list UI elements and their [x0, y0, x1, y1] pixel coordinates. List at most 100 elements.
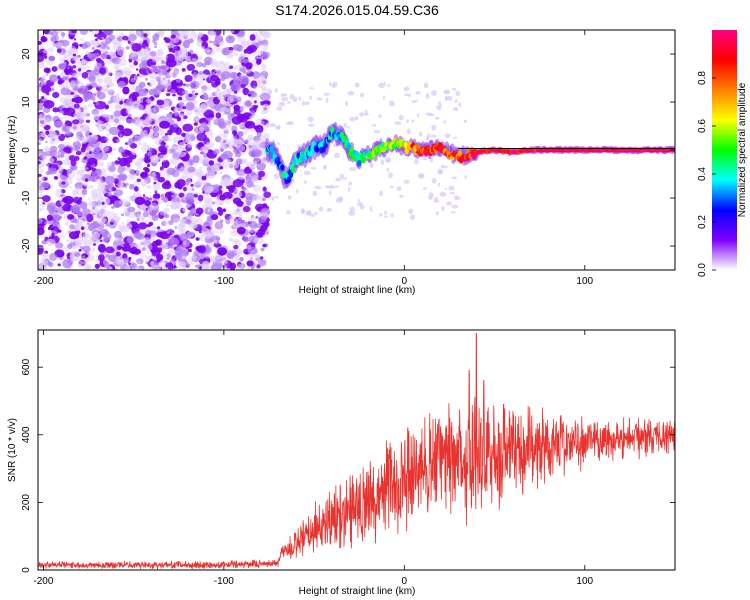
noise-speckle: [223, 30, 229, 34]
noise-speckle: [207, 149, 213, 153]
noise-speckle: [101, 203, 107, 209]
noise-speckle: [137, 95, 144, 103]
noise-speckle: [49, 145, 58, 153]
noise-speckle: [192, 72, 198, 79]
noise-speckle: [77, 54, 81, 58]
noise-speckle: [152, 207, 159, 214]
noise-speckle: [145, 208, 148, 211]
noise-speckle: [451, 176, 457, 180]
noise-speckle: [380, 159, 385, 165]
noise-speckle: [232, 65, 238, 70]
noise-speckle: [134, 196, 146, 205]
noise-speckle: [139, 215, 145, 222]
noise-speckle: [310, 213, 315, 218]
noise-speckle: [101, 36, 105, 40]
noise-speckle: [431, 178, 437, 184]
noise-speckle: [63, 53, 68, 57]
noise-speckle: [85, 83, 90, 87]
noise-speckle: [152, 182, 161, 191]
noise-speckle: [241, 187, 247, 192]
noise-speckle: [42, 100, 55, 109]
noise-speckle: [171, 190, 175, 193]
noise-speckle: [205, 219, 213, 227]
noise-speckle: [239, 76, 250, 85]
noise-speckle: [269, 90, 272, 95]
noise-speckle: [97, 83, 102, 88]
noise-speckle: [249, 34, 256, 41]
noise-speckle: [50, 36, 57, 42]
noise-speckle: [77, 211, 83, 218]
noise-speckle: [238, 124, 244, 128]
noise-speckle: [87, 137, 96, 145]
noise-speckle: [158, 30, 166, 37]
noise-speckle: [164, 55, 169, 59]
noise-speckle: [156, 48, 164, 57]
noise-speckle: [153, 104, 161, 114]
noise-speckle: [71, 55, 78, 62]
noise-speckle: [38, 208, 43, 212]
noise-speckle: [227, 123, 232, 128]
noise-speckle: [329, 184, 334, 189]
noise-speckle: [172, 93, 176, 97]
noise-speckle: [106, 133, 110, 137]
noise-speckle: [389, 102, 395, 107]
colorbar-tick-label: 0.6: [697, 119, 708, 133]
noise-speckle: [333, 152, 341, 159]
noise-speckle: [217, 247, 228, 256]
noise-speckle: [137, 208, 142, 212]
noise-speckle: [38, 263, 48, 270]
noise-speckle: [231, 223, 234, 226]
noise-speckle: [55, 152, 59, 157]
noise-speckle: [174, 70, 179, 75]
noise-speckle: [126, 118, 133, 124]
noise-speckle: [155, 240, 160, 245]
noise-speckle: [149, 131, 159, 140]
noise-speckle: [143, 39, 148, 45]
noise-speckle: [256, 49, 263, 56]
noise-speckle: [145, 261, 149, 265]
noise-speckle: [77, 111, 86, 120]
noise-speckle: [386, 84, 391, 87]
noise-speckle: [236, 96, 242, 102]
noise-speckle: [117, 165, 125, 174]
noise-speckle: [99, 109, 104, 114]
noise-speckle: [125, 46, 130, 50]
noise-speckle: [67, 214, 75, 220]
noise-speckle: [38, 54, 45, 63]
noise-speckle: [339, 173, 344, 179]
noise-speckle: [234, 256, 240, 262]
noise-speckle: [257, 40, 263, 46]
noise-speckle: [139, 241, 142, 244]
noise-speckle: [281, 97, 289, 102]
noise-speckle: [235, 219, 240, 225]
noise-speckle: [164, 38, 171, 44]
noise-speckle: [354, 82, 360, 88]
noise-speckle: [329, 81, 332, 87]
noise-speckle: [97, 78, 103, 84]
noise-speckle: [414, 158, 419, 165]
noise-speckle: [198, 79, 204, 85]
noise-speckle: [182, 106, 187, 110]
noise-speckle: [212, 201, 216, 205]
noise-speckle: [232, 230, 237, 235]
noise-speckle: [103, 197, 111, 205]
noise-speckle: [88, 53, 97, 61]
noise-speckle: [238, 114, 248, 123]
noise-speckle: [67, 49, 72, 54]
noise-speckle: [239, 256, 244, 262]
noise-speckle: [62, 259, 73, 269]
noise-speckle: [243, 236, 250, 243]
noise-speckle: [202, 203, 208, 209]
noise-speckle: [81, 189, 87, 195]
noise-speckle: [444, 187, 447, 190]
noise-speckle: [349, 116, 356, 122]
noise-speckle: [53, 176, 59, 180]
noise-speckle: [323, 167, 327, 170]
noise-speckle: [448, 185, 455, 191]
noise-speckle: [166, 71, 174, 77]
noise-speckle: [153, 188, 158, 192]
noise-speckle: [161, 60, 166, 64]
noise-speckle: [67, 66, 70, 70]
noise-speckle: [71, 166, 75, 171]
